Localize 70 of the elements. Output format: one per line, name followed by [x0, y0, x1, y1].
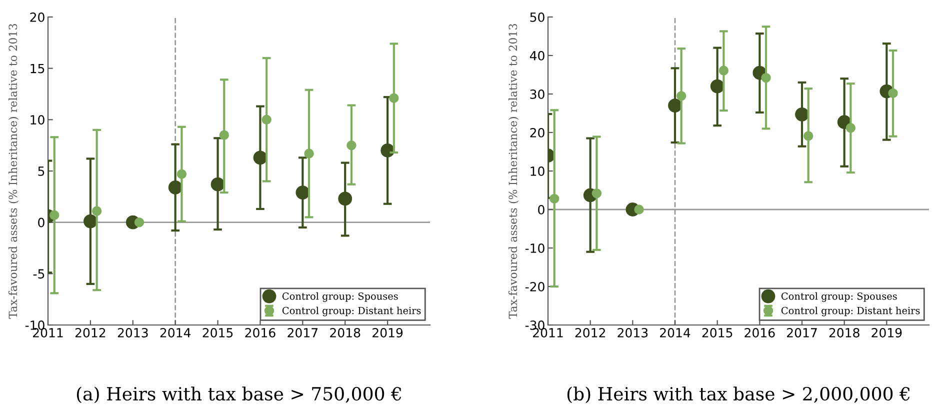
point: [92, 206, 102, 216]
x-tick-label: 2018: [829, 328, 860, 338]
x-tick-label: 2016: [744, 328, 775, 338]
y-tick-label: 20: [30, 12, 44, 22]
point: [668, 98, 682, 112]
x-tick-label: 2013: [118, 328, 148, 338]
x-tick-label: 2012: [75, 328, 106, 338]
point: [795, 107, 809, 122]
point: [346, 140, 356, 150]
y-tick-label: 5: [38, 166, 44, 176]
x-tick-label: 2014: [660, 328, 690, 338]
y-tick-label: 0: [538, 204, 544, 214]
point: [634, 204, 644, 214]
point: [549, 194, 560, 204]
point: [592, 188, 602, 198]
point: [338, 192, 352, 206]
point: [262, 114, 272, 125]
point: [761, 72, 771, 83]
point: [176, 169, 187, 179]
x-tick-label: 2018: [330, 328, 360, 338]
legend-label: Control group: Distant heirs: [282, 306, 421, 316]
point: [718, 66, 729, 76]
point: [676, 91, 686, 101]
x-tick-label: 2014: [160, 328, 191, 338]
text: (b) Heirs with tax base > 2,000,000 €: [567, 386, 910, 404]
y-tick-label: -20: [525, 282, 544, 292]
x-tick-label: 2011: [33, 328, 63, 338]
y-axis-title: Tax-favoured assets (% Inheritance) relative to 2013: [508, 24, 519, 319]
x-tick-label: 2011: [533, 328, 563, 338]
point: [710, 79, 724, 94]
point: [134, 217, 144, 228]
y-tick-label: 15: [30, 64, 44, 74]
point: [296, 186, 310, 200]
point: [888, 88, 898, 98]
y-tick-label: 50: [530, 12, 544, 22]
y-tick-label: 20: [530, 128, 544, 138]
y-tick-label: -5: [33, 269, 44, 279]
point: [304, 148, 314, 158]
y-tick-label: 40: [530, 50, 544, 60]
y-tick-label: 0: [38, 218, 44, 228]
legend-label: Control group: Spouses: [781, 292, 897, 302]
point: [380, 144, 394, 158]
y-axis-title: Tax-favoured assets (% Inheritance) relative to 2013: [8, 24, 19, 319]
point: [846, 123, 856, 133]
point: [389, 93, 399, 103]
legend-label: Control group: Spouses: [282, 292, 398, 302]
y-tick-label: -30: [525, 320, 544, 330]
y-tick-label: -10: [25, 320, 44, 330]
legend-label: Control group: Distant heirs: [781, 306, 920, 316]
point: [50, 210, 60, 220]
text: (a) Heirs with tax base > 750,000 €: [76, 386, 402, 404]
point: [168, 180, 182, 194]
x-tick-label: 2012: [575, 328, 605, 338]
x-tick-label: 2016: [245, 328, 276, 338]
point: [84, 214, 98, 228]
y-tick-label: 10: [530, 166, 544, 176]
x-tick-label: 2015: [702, 328, 732, 338]
x-tick-label: 2017: [787, 328, 817, 338]
y-tick-label: -10: [525, 243, 544, 253]
x-tick-label: 2017: [288, 328, 318, 338]
point: [210, 177, 225, 192]
x-tick-label: 2015: [202, 328, 233, 338]
x-tick-label: 2019: [372, 328, 403, 338]
x-tick-label: 2013: [618, 328, 648, 338]
y-tick-label: 30: [530, 89, 544, 99]
point: [803, 131, 814, 141]
point: [253, 150, 268, 165]
y-tick-label: 10: [30, 115, 44, 125]
point: [219, 130, 230, 140]
x-tick-label: 2019: [872, 328, 902, 338]
